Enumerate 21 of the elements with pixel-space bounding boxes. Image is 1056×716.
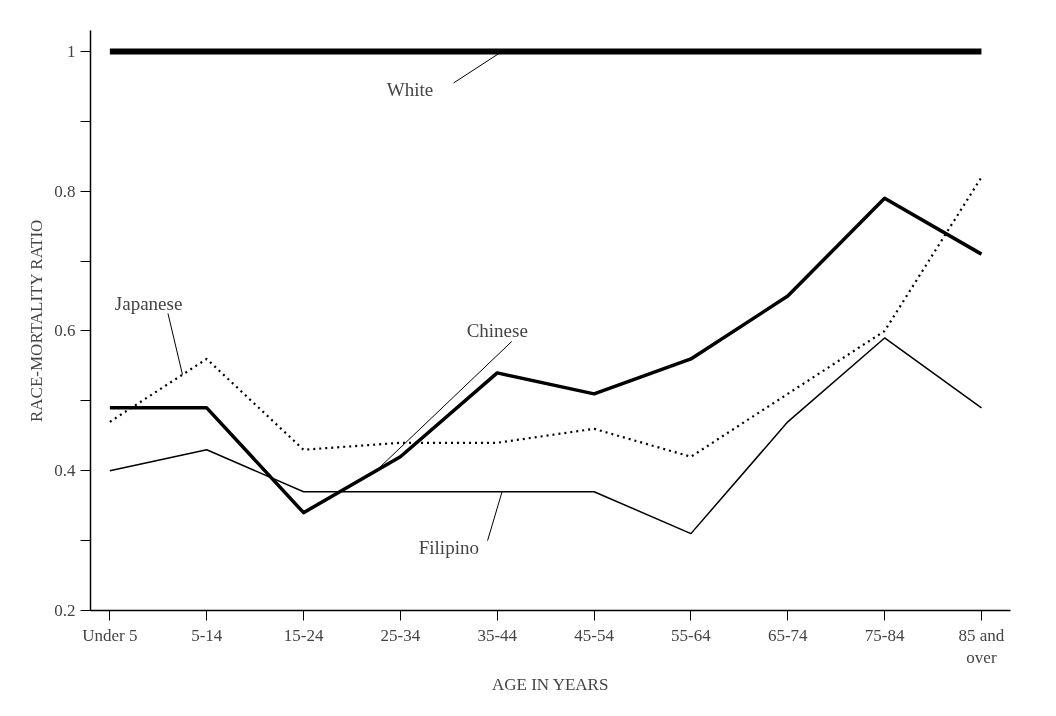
x-tick-label: 25-34	[380, 625, 421, 645]
y-tick-label: 0.6	[54, 321, 76, 341]
series-label: Chinese	[466, 320, 528, 342]
series-label: White	[386, 79, 434, 101]
x-tick-label: 5-14	[191, 625, 223, 645]
x-tick-label: Under 5	[82, 625, 138, 645]
x-tick-label: 85 and over	[958, 625, 1005, 668]
y-tick-label: 0.4	[54, 461, 76, 481]
text: Filipino	[418, 537, 479, 559]
x-axis-title: AGE IN YEARS	[491, 675, 609, 695]
x-tick-label: 65-74	[767, 625, 809, 645]
x-tick-label: 45-54	[574, 625, 615, 645]
y-axis-title: RACE-MORTALITY RATIO	[27, 219, 47, 423]
x-tick-label: 75-84	[864, 625, 905, 645]
y-tick-label: 1	[67, 41, 76, 61]
text: Japanese	[114, 292, 183, 314]
x-tick-label: 35-44	[477, 625, 518, 645]
x-tick-label: 15-24	[283, 625, 324, 645]
y-tick-label: 0.8	[54, 181, 76, 201]
y-tick-label: 0.2	[54, 601, 76, 620]
x-tick-label: 55-64	[671, 625, 712, 645]
